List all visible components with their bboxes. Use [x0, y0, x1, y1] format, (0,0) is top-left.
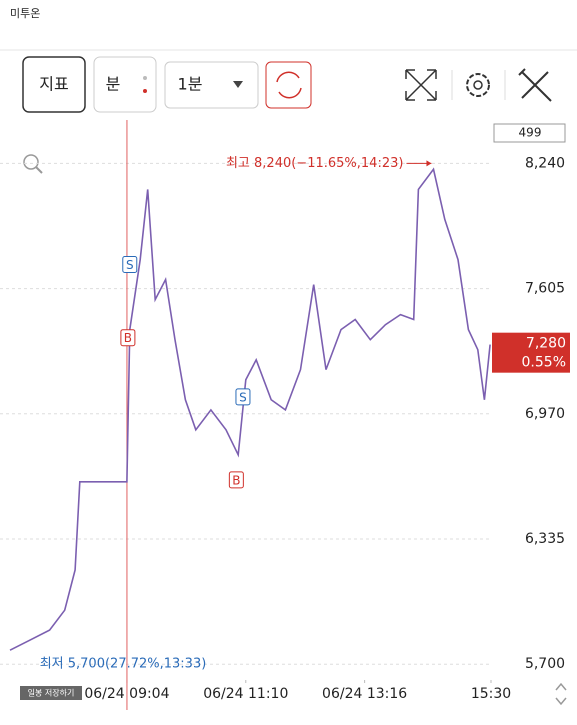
dropdown-arrow: [233, 81, 243, 88]
trade-marker: [235, 388, 251, 406]
x-tick-label: 06/24 11:10: [203, 686, 288, 702]
footer-note-bg[interactable]: [20, 686, 82, 700]
fullscreen-icon[interactable]: [405, 69, 437, 101]
dot: [143, 89, 147, 93]
settings-icon-center: [473, 80, 483, 90]
indicator-button[interactable]: [22, 56, 86, 113]
footer-note[interactable]: 일봉 저장하기: [28, 688, 75, 698]
interval-label: 1분: [178, 75, 203, 94]
dot: [143, 76, 147, 80]
period-label: 분: [106, 75, 121, 94]
y-tick-label: 7,605: [525, 281, 565, 297]
interval-select[interactable]: [164, 61, 259, 109]
app-title: 미투온: [10, 7, 40, 20]
high-label: 최고 8,240(−11.65%,14:23): [226, 156, 403, 171]
x-tick-label: 06/24 13:16: [322, 686, 407, 702]
y-tick-label: 5,700: [525, 656, 565, 672]
refresh-icon: [276, 71, 302, 99]
counter: 499: [519, 126, 542, 140]
y-tick-label: 6,335: [525, 531, 565, 547]
counter-box: [493, 123, 566, 143]
indicator-label: 지표: [39, 75, 68, 94]
trade-marker-label: S: [239, 390, 247, 404]
y-tick-label: 6,970: [525, 406, 565, 422]
high-arrow-head: [426, 160, 432, 167]
low-label: 최저 5,700(27.72%,13:33): [40, 657, 207, 672]
trade-marker-label: S: [126, 258, 134, 272]
x-tick-label: 15:30: [471, 686, 511, 702]
refresh-button[interactable]: [265, 61, 312, 109]
period-button[interactable]: [93, 56, 157, 113]
zoom-icon-handle: [35, 166, 43, 174]
scroll-arrows[interactable]: [555, 682, 567, 706]
tools-icon[interactable]: [518, 68, 552, 102]
y-tick-label: 8,240: [525, 155, 565, 171]
zoom-icon[interactable]: [23, 154, 39, 170]
trade-marker: [228, 471, 244, 489]
trade-marker-label: B: [124, 331, 132, 345]
price-tag: [492, 332, 570, 373]
price-tag-change: 0.55%: [522, 355, 566, 371]
trade-marker-label: B: [232, 473, 240, 487]
price-line: [9, 167, 491, 651]
trade-marker: [122, 256, 138, 274]
trade-marker: [120, 329, 136, 347]
price-tag-price: 7,280: [526, 336, 566, 352]
settings-icon[interactable]: [466, 73, 490, 97]
